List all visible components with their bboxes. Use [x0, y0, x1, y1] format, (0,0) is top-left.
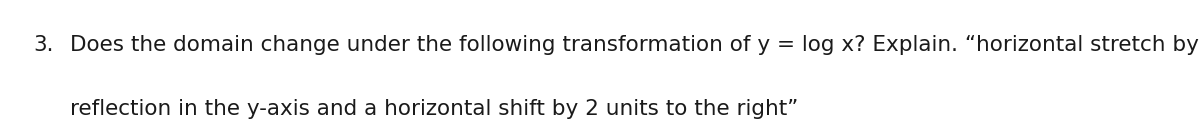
Text: Does the domain change under the following transformation of y = log x? Explain.: Does the domain change under the followi… [70, 35, 1200, 55]
Text: reflection in the y-axis and a horizontal shift by 2 units to the right”: reflection in the y-axis and a horizonta… [70, 99, 798, 119]
Text: 3.: 3. [34, 35, 54, 55]
